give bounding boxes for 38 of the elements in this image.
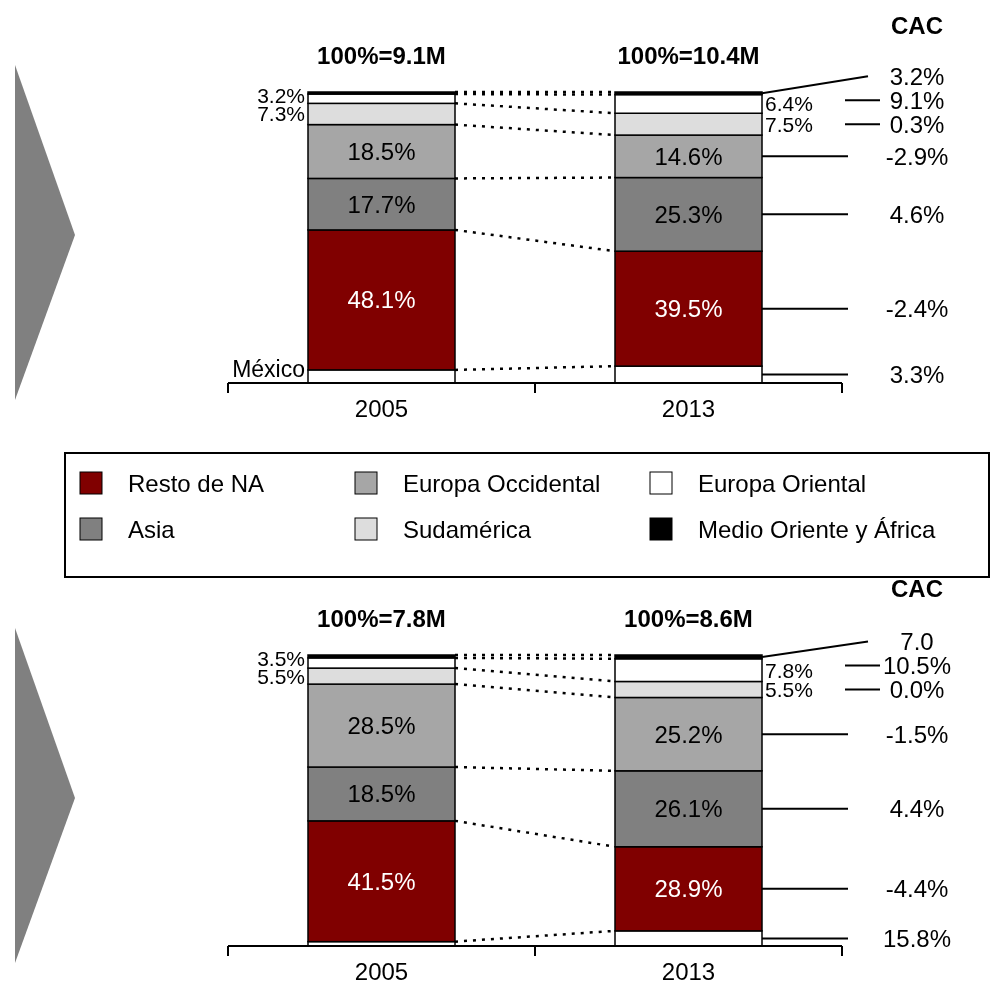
data-label: 39.5% xyxy=(654,295,723,323)
data-label: 18.5% xyxy=(347,138,416,166)
data-label: 25.3% xyxy=(654,200,723,228)
text: 15.8% xyxy=(882,924,952,952)
text: CAC xyxy=(891,12,943,39)
data-label: 41.5% xyxy=(347,867,416,895)
x-tick-label: 2005 xyxy=(354,958,409,985)
legend-label: Sudamérica xyxy=(403,515,532,543)
text: -1.5% xyxy=(885,720,949,748)
legend-label: Medio Oriente y África xyxy=(698,515,937,543)
x-tick-label: 2013 xyxy=(661,958,716,985)
total-label: 100%=8.6M xyxy=(624,605,753,632)
data-label: 25.2% xyxy=(654,720,723,748)
data-label: 17.7% xyxy=(347,190,416,218)
text: -2.9% xyxy=(885,142,949,170)
text: 4.4% xyxy=(889,795,945,823)
data-label: 14.6% xyxy=(654,142,723,170)
text: 3.3% xyxy=(889,361,945,389)
x-tick-label: 2005 xyxy=(354,395,409,422)
total-label: 100%=7.8M xyxy=(317,605,446,632)
text: -4.4% xyxy=(885,875,949,903)
legend-label: Asia xyxy=(128,515,176,543)
annotation: México xyxy=(232,356,305,382)
legend-label: Resto de NA xyxy=(128,469,265,497)
data-label: 26.1% xyxy=(654,795,723,823)
legend-label: Europa Oriental xyxy=(698,469,867,497)
legend-label: Europa Occidental xyxy=(403,469,601,497)
x-tick-label: 2013 xyxy=(661,395,716,422)
text: CAC xyxy=(891,575,943,602)
text: 4.6% xyxy=(889,200,945,228)
total-label: 100%=10.4M xyxy=(617,42,760,69)
annotation: 3.5% xyxy=(257,646,305,670)
data-label: 28.5% xyxy=(347,712,416,740)
data-label: 48.1% xyxy=(347,286,416,314)
data-label: 18.5% xyxy=(347,780,416,808)
total-label: 100%=9.1M xyxy=(317,42,446,69)
text: -2.4% xyxy=(885,295,949,323)
data-label: 28.9% xyxy=(654,875,723,903)
